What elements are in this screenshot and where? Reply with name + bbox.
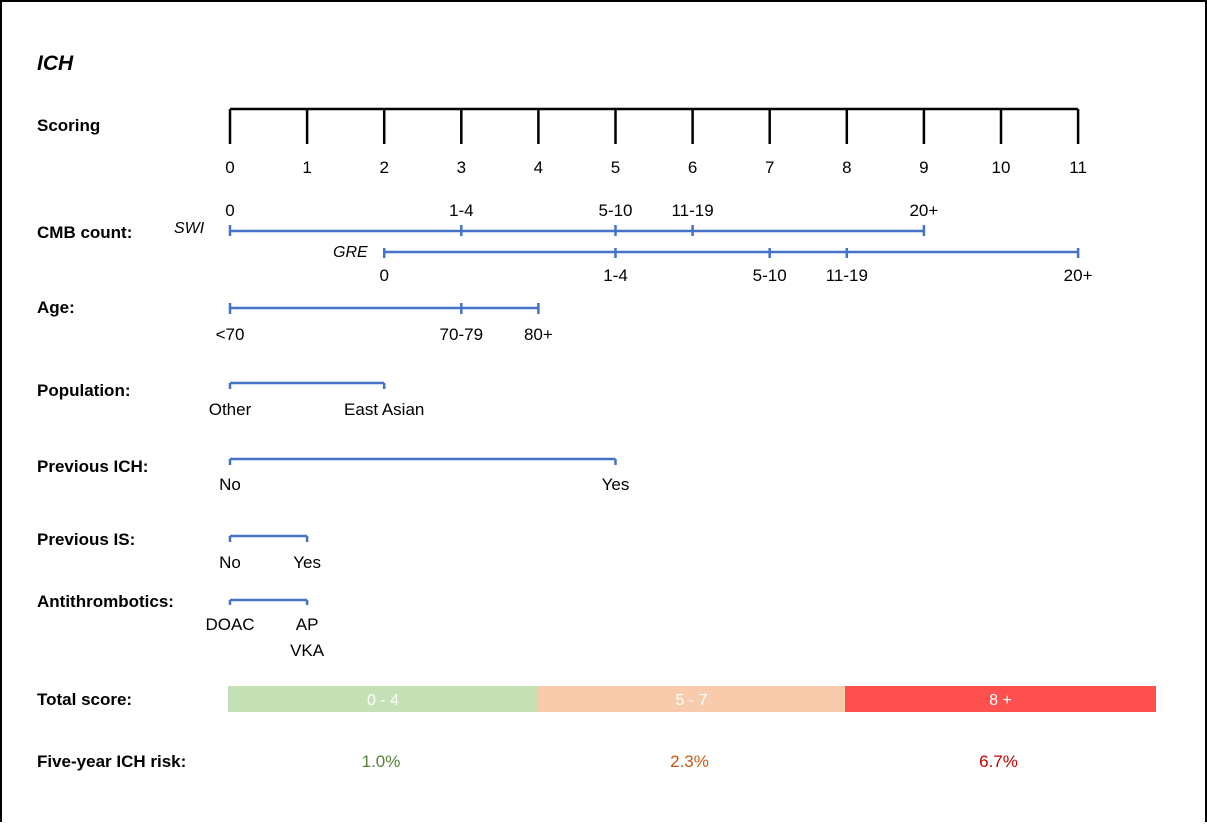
scoring-tick-label: 2 bbox=[379, 158, 388, 177]
scoring-tick-label: 8 bbox=[842, 158, 851, 177]
option-label: 1-4 bbox=[449, 201, 474, 220]
option-label: 70-79 bbox=[440, 325, 483, 344]
option-label: 11-19 bbox=[671, 201, 713, 220]
previous-is-label: Previous IS: bbox=[37, 530, 135, 549]
five-year-risk-values: 1.0% 2.3% 6.7% bbox=[362, 752, 1018, 771]
option-label: 11-19 bbox=[826, 266, 868, 285]
scoring-tick-label: 3 bbox=[457, 158, 466, 177]
previous-ich-scale: No Yes bbox=[219, 457, 630, 494]
option-label: VKA bbox=[290, 641, 325, 660]
option-label: No bbox=[219, 553, 241, 572]
population-label: Population: bbox=[37, 381, 130, 400]
antithrombotics-scale: DOAC AP VKA bbox=[205, 598, 325, 660]
gre-label: GRE bbox=[333, 244, 368, 261]
total-score-label: Total score: bbox=[37, 690, 132, 709]
risk-value: 6.7% bbox=[979, 752, 1018, 771]
cmb-count-label: CMB count: bbox=[37, 223, 132, 242]
antithrombotics-label: Antithrombotics: bbox=[37, 592, 174, 611]
scoring-tick-label: 7 bbox=[765, 158, 774, 177]
previous-is-scale: No Yes bbox=[219, 534, 321, 572]
total-score-band-label: 8 + bbox=[989, 692, 1012, 709]
previous-ich-label: Previous ICH: bbox=[37, 457, 148, 476]
gre-scale: 0 1-4 5-10 11-19 20+ bbox=[379, 248, 1093, 285]
option-label: 0 bbox=[379, 266, 388, 285]
five-year-risk-label: Five-year ICH risk: bbox=[37, 752, 186, 771]
scoring-tick-label: 11 bbox=[1069, 158, 1087, 177]
scoring-tick-label: 1 bbox=[302, 158, 311, 177]
option-label: 1-4 bbox=[603, 266, 628, 285]
scoring-tick-label: 10 bbox=[992, 158, 1011, 177]
option-label: 80+ bbox=[524, 325, 553, 344]
scoring-tick-label: 9 bbox=[919, 158, 928, 177]
scoring-tick-label: 0 bbox=[225, 158, 234, 177]
option-label: East Asian bbox=[344, 400, 424, 419]
option-label: 20+ bbox=[1064, 266, 1093, 285]
option-label: 5-10 bbox=[598, 201, 632, 220]
age-scale: <70 70-79 80+ bbox=[216, 303, 553, 344]
option-label: 5-10 bbox=[753, 266, 787, 285]
population-scale: Other East Asian bbox=[209, 381, 424, 419]
option-label: Yes bbox=[293, 553, 321, 572]
scoring-tick-label: 4 bbox=[534, 158, 543, 177]
total-score-band bbox=[228, 686, 538, 712]
risk-value: 1.0% bbox=[362, 752, 401, 771]
scoring-ticks: 0 1 2 3 4 5 6 7 8 9 10 11 bbox=[225, 109, 1087, 177]
option-label: Other bbox=[209, 400, 252, 419]
total-score-band bbox=[845, 686, 1156, 712]
option-label: 20+ bbox=[909, 201, 938, 220]
option-label: <70 bbox=[216, 325, 245, 344]
total-score-band-label: 0 - 4 bbox=[367, 692, 399, 709]
scoring-label: Scoring bbox=[37, 116, 100, 135]
option-label: 0 bbox=[225, 201, 234, 220]
scoring-tick-label: 6 bbox=[688, 158, 697, 177]
swi-label: SWI bbox=[174, 220, 205, 237]
age-label: Age: bbox=[37, 298, 75, 317]
risk-value: 2.3% bbox=[670, 752, 709, 771]
swi-scale: 0 1-4 5-10 11-19 20+ bbox=[225, 201, 938, 236]
scoring-tick-label: 5 bbox=[611, 158, 620, 177]
total-score-bands: 0 - 4 5 - 7 8 + bbox=[228, 686, 1156, 712]
option-label: DOAC bbox=[205, 615, 254, 634]
total-score-band bbox=[538, 686, 845, 712]
nomogram-title: ICH bbox=[37, 52, 74, 75]
total-score-band-label: 5 - 7 bbox=[675, 692, 707, 709]
option-label: No bbox=[219, 475, 241, 494]
option-label: Yes bbox=[602, 475, 630, 494]
option-label: AP bbox=[296, 615, 319, 634]
